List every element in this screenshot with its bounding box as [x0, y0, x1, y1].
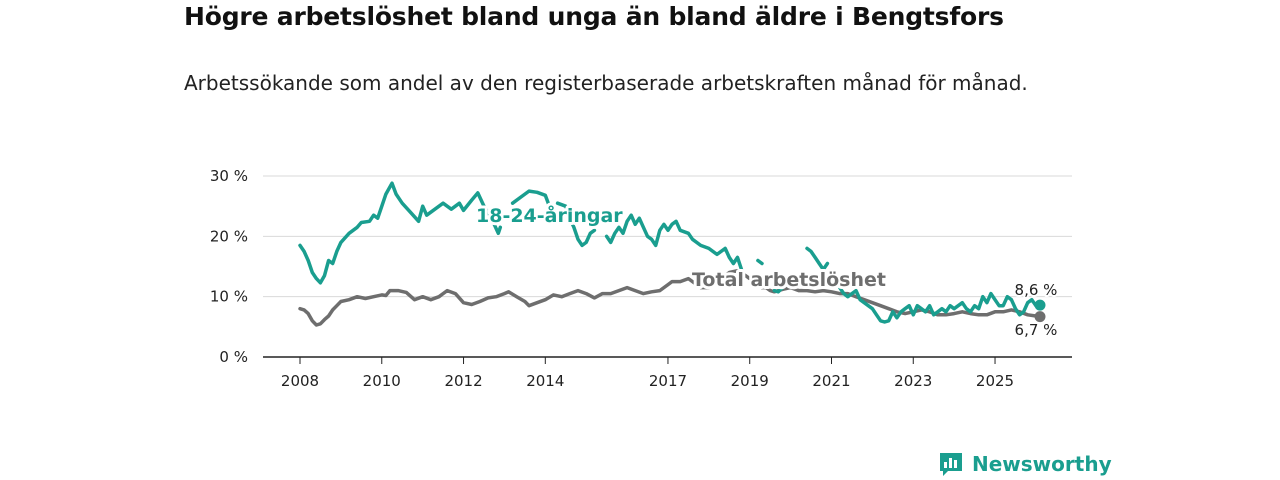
series-label-halo: Total arbetslöshet — [692, 269, 886, 291]
series-label: Total arbetslöshet — [692, 269, 886, 291]
y-tick-label: 30 % — [210, 167, 248, 185]
end-value-halo: 6,7 % — [1015, 321, 1058, 339]
series-line — [756, 258, 764, 266]
series-line — [555, 201, 597, 248]
y-tick-label: 10 % — [210, 288, 248, 306]
newsworthy-logo: Newsworthy — [938, 448, 1112, 480]
series-end-point — [1034, 299, 1046, 311]
x-axis: 2008 2010 2012 2014 2017 2019 2021 2023 2025 — [263, 356, 1072, 390]
grid-lines — [263, 175, 1072, 298]
x-tick-label: 2014 — [526, 372, 564, 390]
x-tick-label: 2025 — [976, 372, 1014, 390]
y-tick-label: 0 % — [219, 348, 248, 366]
x-tick-label: 2010 — [363, 372, 401, 390]
x-tick-label: 2021 — [812, 372, 850, 390]
chart-title: Högre arbetslöshet bland unga än bland ä… — [184, 2, 1004, 31]
bar-chart-icon — [940, 453, 962, 476]
x-tick-label: 2019 — [731, 372, 769, 390]
series-lines — [298, 181, 1046, 327]
end-value-halo: 8,6 % — [1015, 281, 1058, 299]
x-tick-label: 2017 — [649, 372, 687, 390]
y-tick-label: 20 % — [210, 227, 248, 245]
series-line — [298, 268, 1042, 327]
series-label-halo: 18-24-åringar — [476, 203, 623, 227]
series-line — [837, 285, 1042, 324]
brand-name: Newsworthy — [972, 452, 1112, 476]
x-tick-label: 2008 — [281, 372, 319, 390]
x-tick-label: 2012 — [444, 372, 482, 390]
chart-subtitle: Arbetssökande som andel av den registerb… — [184, 71, 1028, 95]
series-label: 18-24-åringar — [476, 203, 623, 227]
series-line — [805, 246, 830, 272]
end-value-label: 8,6 % — [1015, 281, 1058, 299]
series-line — [604, 213, 744, 272]
series-line — [772, 285, 785, 294]
y-axis-ticks: 0 % 10 % 20 % 30 % — [210, 167, 248, 366]
x-tick-label: 2023 — [894, 372, 932, 390]
series-line — [298, 181, 503, 285]
series-line — [510, 189, 552, 208]
series-end-point — [1034, 311, 1046, 323]
end-value-label: 6,7 % — [1015, 321, 1058, 339]
